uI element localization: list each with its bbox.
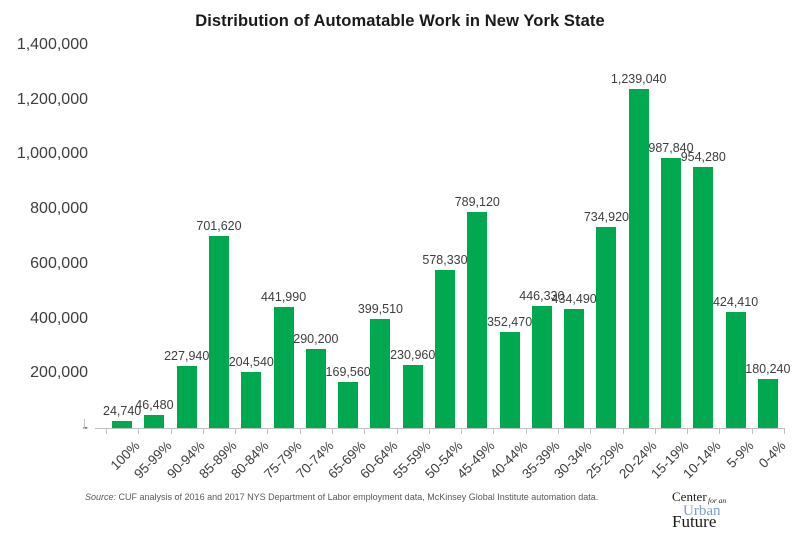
bar-value-label: 227,940 bbox=[164, 349, 210, 363]
bar-70-74% bbox=[305, 349, 326, 428]
x-axis-line bbox=[95, 428, 785, 429]
logo-word-for-an: for an bbox=[708, 496, 727, 505]
x-axis-tick bbox=[170, 429, 172, 434]
x-axis-tick bbox=[558, 429, 559, 434]
bar-75-79% bbox=[273, 307, 294, 428]
bar-value-label: 734,920 bbox=[583, 210, 630, 224]
bar-value-label: 446,330 bbox=[519, 289, 565, 303]
x-axis-tick bbox=[654, 429, 656, 434]
x-axis-tick bbox=[332, 429, 333, 434]
x-axis-tick bbox=[622, 429, 624, 434]
x-axis-tick bbox=[461, 429, 463, 434]
x-axis-tick bbox=[428, 429, 430, 434]
y-axis-label: 200,000 bbox=[30, 364, 88, 382]
bar-value-label: 24,740 bbox=[103, 404, 142, 418]
bar-value-label: 46,480 bbox=[135, 398, 174, 412]
bar-10-14% bbox=[693, 167, 714, 428]
bar-15-19% bbox=[661, 158, 681, 428]
logo-word-future: Future bbox=[672, 512, 717, 531]
x-axis-tick bbox=[687, 429, 689, 434]
source-note: Source: CUF analysis of 2016 and 2017 NY… bbox=[85, 492, 685, 502]
bar-value-label: 578,330 bbox=[422, 253, 468, 267]
bar-value-label: 987,840 bbox=[648, 141, 694, 155]
x-axis-tick bbox=[590, 429, 592, 434]
x-axis-tick bbox=[525, 429, 527, 434]
source-label: Source: bbox=[85, 492, 117, 502]
bar-40-44% bbox=[499, 332, 520, 428]
bar-25-29% bbox=[596, 227, 617, 428]
bar-value-label: 290,200 bbox=[293, 332, 339, 346]
bar-value-label: 1,239,040 bbox=[610, 72, 667, 86]
bar-30-34% bbox=[564, 309, 585, 428]
bar-80-84% bbox=[241, 372, 262, 428]
x-axis-tick bbox=[493, 429, 495, 434]
bar-20-24% bbox=[628, 89, 649, 428]
bar-95-99% bbox=[144, 415, 165, 428]
cuf-logo: Center for an Urban Future bbox=[672, 486, 796, 546]
y-axis-zero-tick bbox=[84, 419, 85, 429]
bar-value-label: 441,990 bbox=[260, 290, 307, 304]
x-axis-tick bbox=[235, 429, 237, 434]
bar-value-label: 701,620 bbox=[196, 219, 242, 233]
y-axis-label: 800,000 bbox=[30, 200, 88, 218]
bar-90-94% bbox=[176, 366, 197, 428]
logo-word-center: Center bbox=[672, 489, 707, 504]
x-axis-tick bbox=[751, 429, 753, 434]
bar-value-label: 424,410 bbox=[712, 295, 759, 309]
bar-value-label: 399,510 bbox=[357, 302, 404, 316]
bar-value-label: 434,490 bbox=[551, 292, 597, 306]
chart-title: Distribution of Automatable Work in New … bbox=[195, 12, 605, 30]
x-axis-tick bbox=[719, 429, 721, 434]
bar-value-label: 954,280 bbox=[680, 150, 726, 164]
bar-100% bbox=[112, 421, 133, 428]
bar-value-label: 352,470 bbox=[486, 315, 533, 329]
x-axis-tick bbox=[267, 429, 269, 434]
y-axis-label: - bbox=[82, 419, 88, 436]
x-axis-tick bbox=[202, 429, 204, 434]
y-axis-labels: 1,400,000 1,200,000 1,000,000 800,000 600,00… bbox=[6, 36, 88, 436]
bar-85-89% bbox=[209, 236, 229, 428]
x-axis-tick bbox=[138, 429, 140, 434]
bar-5-9% bbox=[725, 312, 746, 428]
source-text: CUF analysis of 2016 and 2017 NYS Depart… bbox=[116, 492, 599, 502]
bar-35-39% bbox=[531, 306, 552, 428]
x-axis-tick bbox=[396, 429, 398, 434]
bar-value-label: 180,240 bbox=[745, 362, 791, 376]
bar-value-label: 169,560 bbox=[325, 365, 371, 379]
bar-0-4% bbox=[757, 379, 778, 428]
x-axis-tick bbox=[299, 429, 301, 434]
bar-value-label: 230,960 bbox=[390, 348, 436, 362]
x-axis-tick bbox=[784, 429, 785, 434]
y-axis-label: 600,000 bbox=[30, 254, 88, 272]
logo-word-urban: Urban bbox=[683, 503, 721, 519]
bar-65-69% bbox=[338, 382, 359, 428]
y-axis-label: 400,000 bbox=[30, 309, 88, 327]
x-axis-tick bbox=[106, 429, 107, 434]
plot-area: 24,740 46,480 227,940 701,620 204,540 441,990… bbox=[84, 45, 790, 434]
y-axis-label: 1,400,000 bbox=[16, 36, 88, 53]
bar-value-label: 789,120 bbox=[454, 195, 500, 209]
y-axis-label: 1,000,000 bbox=[16, 145, 88, 163]
bar-45-49% bbox=[467, 212, 488, 428]
bar-60-64% bbox=[370, 319, 391, 428]
bar-55-59% bbox=[402, 365, 423, 428]
x-axis-tick bbox=[364, 429, 366, 434]
bar-50-54% bbox=[435, 270, 455, 428]
bar-value-label: 204,540 bbox=[228, 355, 274, 369]
y-axis-label: 1,200,000 bbox=[16, 90, 88, 108]
